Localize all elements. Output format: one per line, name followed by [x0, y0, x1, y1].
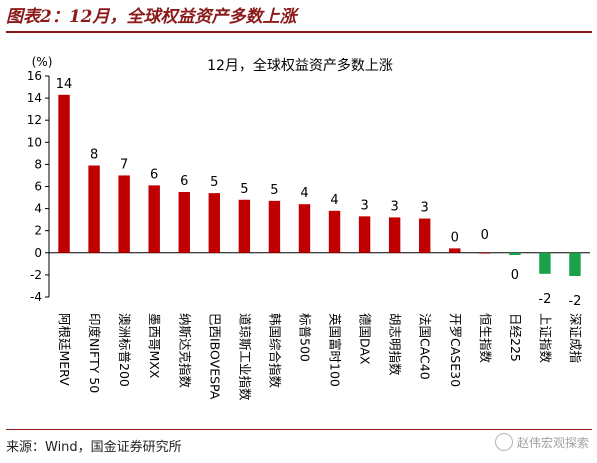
title-divider [6, 31, 592, 33]
watermark: 赵伟宏观探索 [494, 433, 589, 451]
watermark-text: 赵伟宏观探索 [516, 435, 589, 450]
category-label: 上证指数 [538, 313, 553, 364]
bar [479, 252, 491, 254]
data-label: 7 [120, 157, 128, 172]
category-label: 阿根廷MERV [57, 313, 72, 386]
data-label: 3 [390, 199, 398, 214]
bar [418, 218, 431, 253]
data-label: 0 [451, 230, 459, 245]
chart-title: 12月，全球权益资产多数上涨 [207, 57, 393, 74]
data-label: 6 [180, 174, 188, 189]
y-tick-label: -2 [30, 268, 42, 282]
y-tick-label: 16 [27, 69, 42, 83]
y-axis-unit-label: (%) [32, 55, 53, 69]
bar [388, 217, 401, 253]
category-label: 法国CAC40 [418, 313, 433, 380]
y-tick-label: 12 [27, 113, 42, 127]
category-label: 恒生指数 [478, 313, 493, 364]
category-label: 韩国综合指数 [267, 313, 282, 389]
category-label: 胡志明指数 [388, 313, 403, 376]
category-label: 深证成指 [568, 313, 583, 363]
y-tick-label: 10 [27, 135, 42, 149]
bar [268, 200, 281, 253]
data-label: 3 [421, 201, 429, 216]
figure-title: 图表2：12月，全球权益资产多数上涨 [6, 7, 297, 27]
y-tick-label: 8 [34, 157, 42, 171]
data-labels: 14 8 7 6 6 5 5 5 4 4 3 3 3 0 0 0 -2 -2 [56, 77, 582, 309]
footer-divider [6, 429, 592, 430]
data-label: 8 [90, 148, 98, 163]
category-label: 德国DAX [358, 313, 373, 365]
data-label: 3 [360, 198, 368, 213]
bar [148, 185, 160, 253]
category-label: 纳斯达克指数 [177, 313, 192, 389]
data-label: 5 [270, 183, 278, 198]
source-note: 来源：Wind，国金证券研究所 [6, 440, 182, 455]
category-label: 日经225 [508, 313, 523, 362]
bar [178, 192, 190, 253]
y-tick-label: 0 [34, 246, 42, 260]
bar [358, 216, 371, 253]
bar [88, 165, 100, 253]
category-labels: 阿根廷MERV 印度NIFTY 50 澳洲标普200 墨西哥MXX 纳斯达克指数 巴西IB… [57, 313, 583, 401]
bar [539, 252, 551, 274]
category-label: 墨西哥MXX [147, 313, 162, 379]
data-label: 5 [210, 175, 218, 190]
bar [118, 175, 130, 253]
category-label: 道琼斯工业指数 [237, 313, 252, 401]
y-tick-label: 6 [34, 180, 42, 194]
wechat-logo-icon [494, 433, 513, 451]
data-label: 0 [511, 268, 519, 283]
bar [238, 199, 251, 253]
category-label: 英国富时100 [328, 313, 343, 387]
y-tick-label: 4 [34, 202, 42, 216]
category-label: 澳洲标普200 [117, 313, 132, 387]
data-label: 14 [56, 77, 73, 92]
bar [208, 193, 221, 253]
bar [509, 252, 521, 256]
bar-chart: 12月，全球权益资产多数上涨 (%) -4 -2 0 2 4 6 8 10 12 14 16 14 8… [27, 55, 590, 401]
bars [58, 94, 581, 277]
category-label: 开罗CASE30 [448, 313, 463, 387]
bar [449, 248, 461, 253]
y-axis: -4 -2 0 2 4 6 8 10 12 14 16 [27, 69, 590, 304]
data-label: -2 [568, 294, 581, 309]
y-tick-label: -4 [30, 290, 42, 304]
bar [298, 204, 311, 253]
bar [328, 210, 341, 253]
bar [569, 252, 581, 277]
data-label: 4 [330, 193, 338, 208]
data-label: 6 [150, 167, 158, 182]
category-label: 巴西IBOVESPA [207, 313, 222, 400]
data-label: 4 [300, 186, 308, 201]
category-label: 标普500 [297, 313, 312, 362]
category-label: 印度NIFTY 50 [87, 313, 102, 393]
y-tick-label: 2 [34, 224, 42, 238]
data-label: 5 [240, 182, 248, 197]
bar [58, 94, 70, 253]
y-tick-label: 14 [27, 91, 42, 105]
data-label: -2 [538, 292, 551, 307]
data-label: 0 [481, 228, 489, 243]
